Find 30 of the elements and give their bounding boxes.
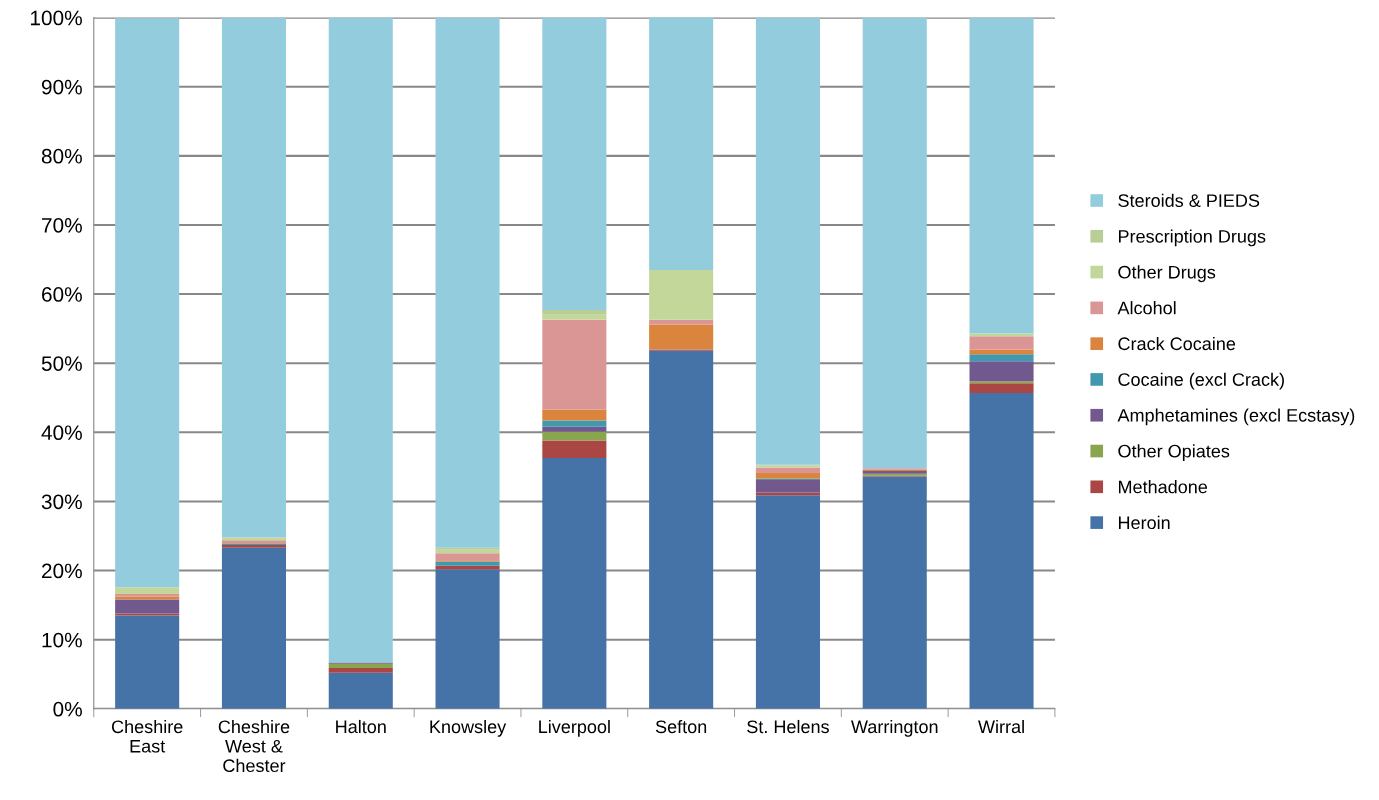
y-tick-label: 90% [41,79,82,95]
x-tick-label: Cheshire West & Chester [218,719,290,773]
y-tick-label: 20% [42,563,82,579]
y-tick-label: 60% [42,287,82,302]
x-tick-label: Liverpool [539,719,610,737]
y-tick-label: 100% [30,10,82,26]
x-tick-label: Halton [336,719,386,734]
legend-label: Crack Cocaine [1118,336,1236,351]
legend-label: Steroids & PIEDS [1118,193,1260,207]
legend-label: Amphetamines (excl Ecstasy) [1117,408,1355,426]
x-tick-label: Cheshire East [111,719,183,753]
legend-label: Other Drugs [1118,265,1216,283]
y-tick-label: 0% [53,701,82,717]
x-tick-label: Sefton [655,719,707,734]
y-tick-label: 10% [42,632,82,648]
legend-label: Other Opiates [1118,444,1230,462]
y-tick-label: 70% [42,217,82,233]
y-tick-label: 30% [41,494,82,510]
y-tick-label: 80% [41,148,82,164]
x-tick-label: St. Helens [747,719,829,734]
legend-label: Prescription Drugs [1118,229,1266,247]
x-tick-label: Wirral [978,719,1024,734]
y-tick-label: 50% [41,356,82,371]
legend-label: Heroin [1118,515,1170,530]
legend-label: Methadone [1118,480,1208,494]
x-tick-label: Knowsley [430,719,507,737]
x-tick-label: Warrington [851,719,938,737]
legend-label: Cocaine (excl Crack) [1118,372,1284,390]
y-tick-label: 40% [41,425,82,441]
legend-label: Alcohol [1117,301,1176,315]
